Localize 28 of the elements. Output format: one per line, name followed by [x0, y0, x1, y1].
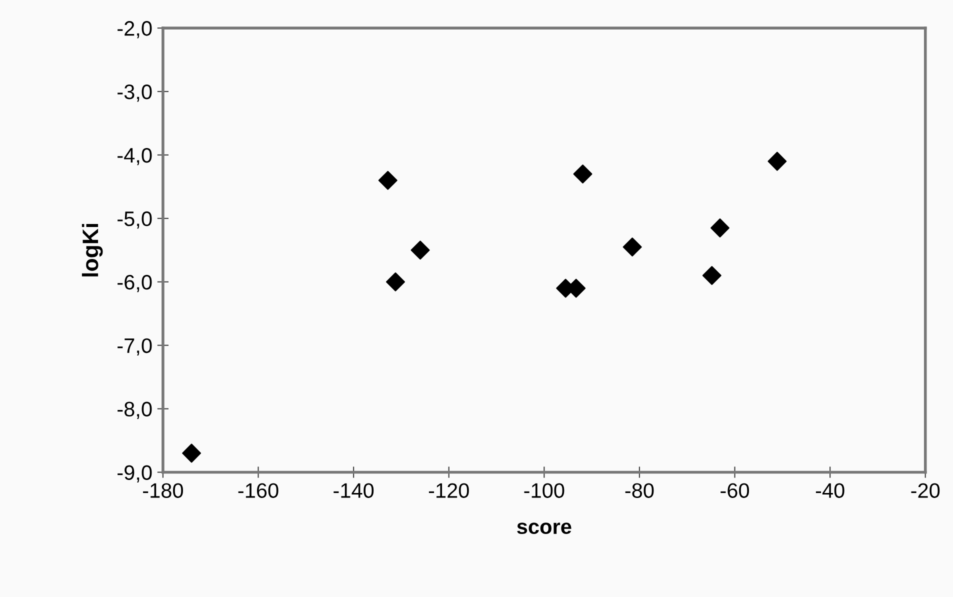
x-tick-label: -160 [238, 483, 278, 498]
point [768, 152, 787, 171]
x-tick-label: -40 [816, 483, 844, 498]
x-tick-label: -100 [524, 483, 564, 498]
x-tick-label: -60 [720, 483, 750, 498]
y-tick-label: -8,0 [118, 402, 152, 419]
x-tick-label: -80 [625, 483, 654, 498]
y-tick-label: -6,0 [118, 274, 152, 292]
x-axis-title: score [517, 522, 572, 534]
point [182, 444, 202, 463]
y-tick-label: -4,0 [118, 148, 152, 166]
x-tick-label: -180 [143, 483, 183, 498]
y-tick-label: -5,0 [118, 211, 152, 229]
point [622, 237, 642, 256]
point [386, 272, 405, 292]
y-tick-label: -3,0 [118, 84, 152, 102]
point [573, 164, 592, 184]
point [710, 218, 730, 238]
point [702, 266, 722, 286]
y-tick-label: -7,0 [118, 338, 152, 356]
point [378, 170, 398, 190]
x-tick-label: -140 [334, 483, 374, 498]
x-tick-label: -120 [428, 483, 469, 498]
y-tick-label: -2,0 [118, 21, 152, 38]
y-tick-label: -9,0 [118, 465, 152, 482]
x-tick-label: -20 [911, 483, 940, 498]
y-axis-title: logKi [82, 224, 103, 276]
point [410, 240, 430, 260]
